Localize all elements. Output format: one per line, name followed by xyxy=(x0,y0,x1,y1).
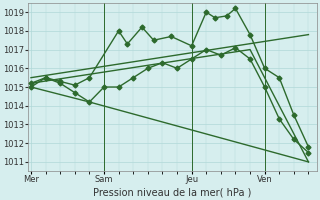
X-axis label: Pression niveau de la mer( hPa ): Pression niveau de la mer( hPa ) xyxy=(93,187,252,197)
